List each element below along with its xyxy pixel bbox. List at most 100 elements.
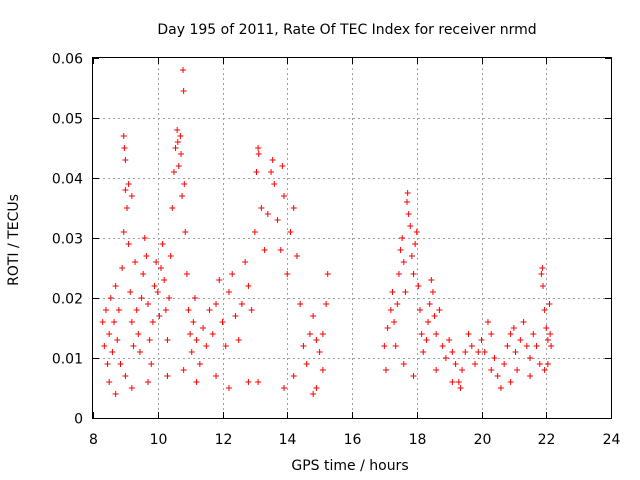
data-point [109,349,116,355]
data-point [112,283,119,289]
data-point [125,181,132,187]
data-point [261,247,268,253]
data-point [405,211,412,217]
data-point [433,367,440,373]
data-point [465,331,472,337]
data-point [436,307,443,313]
data-point [547,331,554,337]
data-point [269,157,276,163]
data-point [264,211,271,217]
data-point [457,385,464,391]
data-point [544,361,551,367]
data-point [219,319,226,325]
data-point [481,349,488,355]
data-point [209,331,216,337]
data-point [402,289,409,295]
data-point [497,385,504,391]
data-point [253,169,260,175]
data-point [446,337,453,343]
data-point [174,127,181,133]
data-point [423,337,430,343]
data-point [281,193,288,199]
data-point [222,343,229,349]
data-point [128,193,135,199]
data-point [293,253,300,259]
data-point [128,319,135,325]
data-point [303,361,310,367]
data-point [399,235,406,241]
data-point [245,283,252,289]
data-point [188,349,195,355]
data-point [107,295,114,301]
data-point [255,145,262,151]
data-point [229,271,236,277]
data-point [455,379,462,385]
data-point [507,331,514,337]
data-point [452,361,459,367]
data-point [106,379,113,385]
data-point [517,337,524,343]
data-point [119,265,126,271]
data-point [203,343,210,349]
data-point [120,229,127,235]
x-tick-label: 10 [150,432,168,448]
data-point [274,217,281,223]
data-point [488,331,495,337]
data-point [384,325,391,331]
data-point [251,229,258,235]
data-point [104,361,111,367]
data-point [541,307,548,313]
data-point [475,349,482,355]
data-point [179,193,186,199]
data-point [183,271,190,277]
data-point [123,205,130,211]
data-point [172,145,179,151]
data-point [533,343,540,349]
data-point [238,301,245,307]
data-point [290,205,297,211]
data-point [161,277,168,283]
data-point [164,373,171,379]
data-point [175,163,182,169]
data-point [313,385,320,391]
data-point [138,295,145,301]
data-point [114,337,121,343]
data-point [180,67,187,73]
x-tick-label: 8 [89,432,98,448]
data-point [449,349,456,355]
data-point [449,379,456,385]
data-point [459,367,466,373]
data-point [180,367,187,373]
data-point [127,289,134,295]
data-point [507,379,514,385]
data-point [387,307,394,313]
data-point [177,133,184,139]
data-point [213,373,220,379]
data-point [174,139,181,145]
data-point [429,289,436,295]
data-point [120,133,127,139]
data-point [415,283,422,289]
data-point [433,331,440,337]
data-point [468,343,475,349]
data-point [462,349,469,355]
data-point [106,331,113,337]
data-point [122,157,129,163]
data-point [206,307,213,313]
data-point [472,361,479,367]
data-point [128,385,135,391]
chart-title: Day 195 of 2011, Rate Of TEC Index for r… [157,22,536,38]
data-point [319,367,326,373]
data-point [548,343,555,349]
data-point [442,355,449,361]
data-point [187,331,194,337]
data-point [153,259,160,265]
data-point [404,199,411,205]
data-point [112,391,119,397]
data-point [407,223,414,229]
data-point [425,319,432,325]
data-point [190,319,197,325]
data-point [122,187,129,193]
data-point [539,265,546,271]
